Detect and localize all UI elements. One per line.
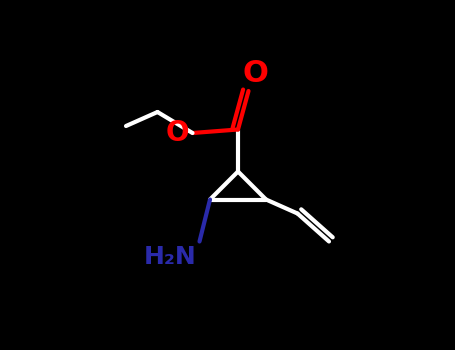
Text: O: O: [166, 119, 189, 147]
Text: H₂N: H₂N: [143, 245, 196, 269]
Text: O: O: [243, 58, 268, 88]
